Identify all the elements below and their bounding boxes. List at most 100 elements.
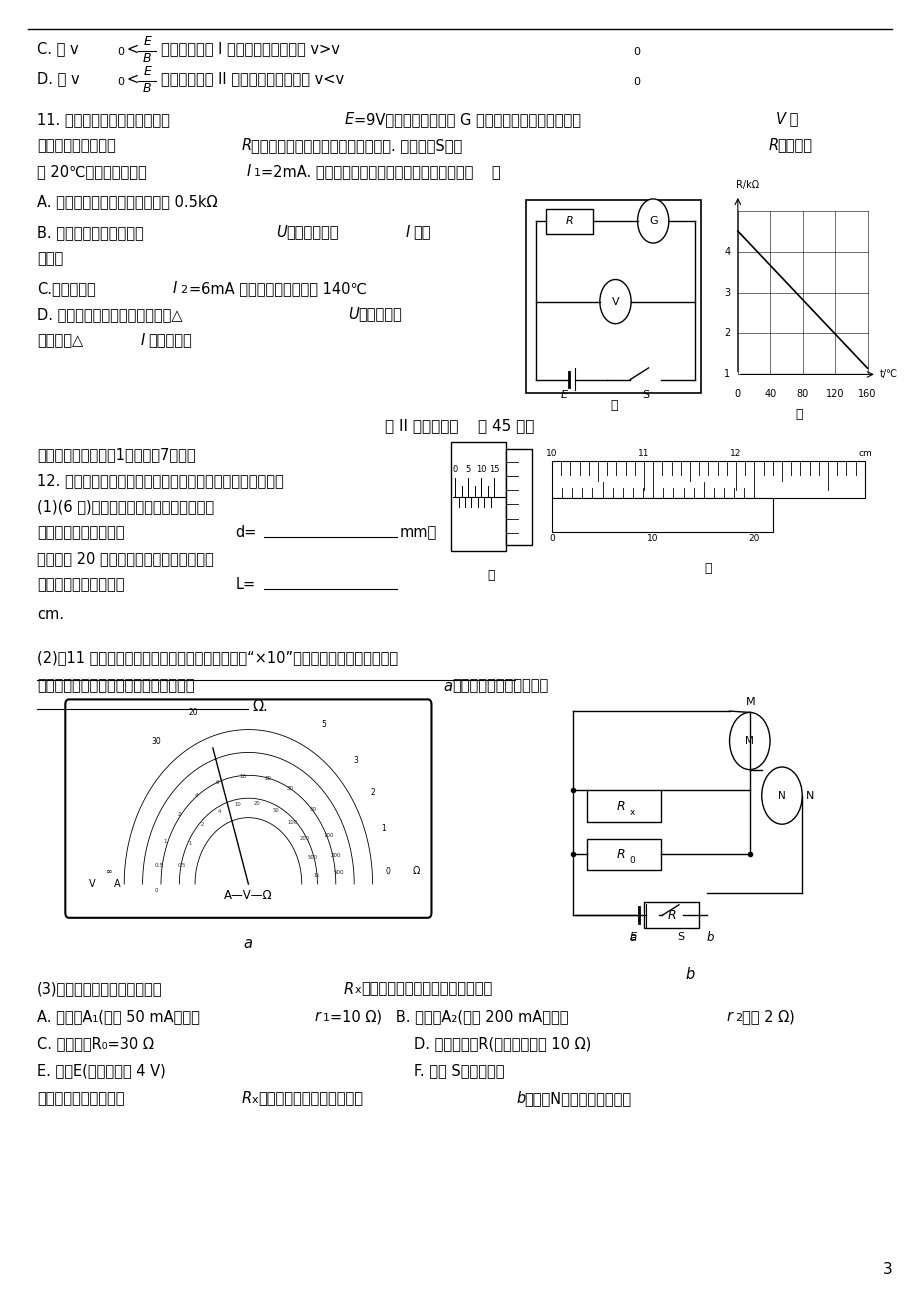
- Text: b: b: [516, 1091, 525, 1106]
- Text: 10: 10: [239, 774, 246, 779]
- Text: D. 温度升高时电压表示数变化量△: D. 温度升高时电压表示数变化量△: [37, 307, 182, 322]
- Text: 0: 0: [452, 465, 458, 474]
- Text: D. 滑动变陀器R(最大陀値约为 10 Ω): D. 滑动变陀器R(最大陀値约为 10 Ω): [414, 1036, 591, 1052]
- Text: F. 开关 S、导线若干: F. 开关 S、导线若干: [414, 1063, 504, 1079]
- Text: I: I: [246, 164, 251, 179]
- Text: 0: 0: [632, 77, 640, 87]
- FancyBboxPatch shape: [65, 699, 431, 918]
- Text: B. 温度升高时电压表示数: B. 温度升高时电压表示数: [37, 225, 148, 240]
- Text: E: E: [345, 112, 354, 127]
- Text: 0: 0: [117, 77, 124, 87]
- Text: 该同学设计了测量电陀: 该同学设计了测量电陀: [37, 1091, 124, 1106]
- Text: 500: 500: [334, 870, 344, 875]
- Text: 100: 100: [287, 820, 297, 826]
- Text: E: E: [143, 65, 151, 78]
- Text: 0: 0: [117, 47, 124, 57]
- Circle shape: [761, 767, 801, 824]
- Text: 于 20℃时，电流表示数: 于 20℃时，电流表示数: [37, 164, 146, 179]
- Text: 4: 4: [217, 809, 221, 814]
- Text: =10 Ω)   B. 电流表A₂(量程 200 mA、内陀: =10 Ω) B. 电流表A₂(量程 200 mA、内陀: [330, 1009, 568, 1024]
- Text: 20: 20: [748, 534, 759, 543]
- Text: 15: 15: [488, 465, 499, 474]
- Text: 0: 0: [154, 888, 158, 893]
- Text: V: V: [611, 296, 618, 307]
- Text: R: R: [616, 848, 625, 861]
- Bar: [526, 200, 700, 393]
- Circle shape: [637, 199, 668, 243]
- Text: 约为 2 Ω): 约为 2 Ω): [742, 1009, 794, 1024]
- Text: N: N: [805, 790, 813, 801]
- Text: x: x: [629, 809, 634, 816]
- Text: 的一种实验电路原理图如图: 的一种实验电路原理图如图: [258, 1091, 363, 1106]
- Text: R: R: [242, 1091, 252, 1106]
- Text: (2)（11 分）用多用电表粗测该元件的电陀，选用“×10”倍率的欧姆挡后，应先进行: (2)（11 分）用多用电表粗测该元件的电陀，选用“×10”倍率的欧姆挡后，应先…: [37, 650, 398, 666]
- Text: (3)为了精确测得上述待测电陀: (3)为了精确测得上述待测电陀: [37, 982, 162, 997]
- Text: 0.5: 0.5: [177, 863, 187, 867]
- Text: 0: 0: [549, 534, 554, 543]
- Text: C.电流表示数: C.电流表示数: [37, 281, 96, 296]
- Text: 1k: 1k: [313, 874, 320, 879]
- Text: B: B: [142, 52, 152, 65]
- Text: 4: 4: [195, 793, 199, 798]
- Text: <: <: [126, 42, 138, 57]
- Text: E: E: [629, 932, 636, 942]
- Bar: [551, 462, 864, 498]
- Text: 的陀値，实验室提供了如下器材：: 的陀値，实验室提供了如下器材：: [361, 982, 493, 997]
- Text: a: a: [244, 936, 253, 952]
- Text: 120: 120: [825, 389, 844, 399]
- Bar: [643, 902, 698, 928]
- Text: 0: 0: [734, 389, 740, 399]
- Text: 2: 2: [723, 329, 730, 338]
- Text: 2: 2: [370, 788, 375, 797]
- Bar: [586, 838, 660, 870]
- Text: 的比値不变: 的比値不变: [148, 333, 192, 348]
- Text: D. 若 v: D. 若 v: [37, 72, 79, 87]
- Text: E. 电源E(电动势约为 4 V): E. 电源E(电动势约为 4 V): [37, 1063, 165, 1079]
- Text: 1: 1: [188, 841, 192, 845]
- Text: A—V—Ω: A—V—Ω: [224, 889, 272, 902]
- Text: 5: 5: [321, 720, 325, 729]
- Text: N: N: [777, 790, 785, 801]
- Text: 乙: 乙: [795, 408, 802, 421]
- Text: 20: 20: [265, 776, 272, 781]
- Text: 11. 如图甲所示，电源的电动势: 11. 如图甲所示，电源的电动势: [37, 112, 169, 127]
- Text: 100: 100: [323, 833, 334, 837]
- Text: 11: 11: [638, 448, 649, 458]
- Text: S: S: [676, 932, 684, 942]
- Text: 2: 2: [177, 812, 181, 818]
- Text: 5: 5: [465, 465, 471, 474]
- Text: 3: 3: [723, 287, 730, 298]
- Text: Ω: Ω: [413, 866, 420, 876]
- Bar: [586, 790, 660, 822]
- Text: t/℃: t/℃: [879, 369, 897, 380]
- Text: b: b: [706, 931, 713, 944]
- Text: 2: 2: [180, 285, 187, 295]
- Text: 200: 200: [299, 836, 309, 841]
- Text: 10: 10: [475, 465, 486, 474]
- Text: R/kΩ: R/kΩ: [735, 179, 758, 190]
- Text: mm；: mm；: [399, 525, 436, 541]
- Text: S: S: [641, 390, 649, 400]
- Text: 1: 1: [323, 1013, 330, 1023]
- Text: 的温度等: 的温度等: [777, 138, 811, 153]
- Text: E: E: [143, 35, 151, 48]
- Text: A. 电流表A₁(量程 50 mA、内陀: A. 电流表A₁(量程 50 mA、内陀: [37, 1009, 199, 1024]
- Text: 的陀値随温度的变化关系如图乙所示. 闭合开关S，当: 的陀値随温度的变化关系如图乙所示. 闭合开关S，当: [251, 138, 462, 153]
- Text: 1: 1: [254, 168, 261, 178]
- Text: Ω.: Ω.: [252, 699, 267, 715]
- Text: 50: 50: [272, 807, 278, 812]
- Text: R: R: [242, 138, 252, 153]
- Text: B: B: [142, 82, 152, 95]
- Text: 10: 10: [546, 448, 557, 458]
- Text: L=: L=: [235, 577, 255, 593]
- Text: V: V: [775, 112, 785, 127]
- Text: 与电流表示: 与电流表示: [357, 307, 402, 322]
- Text: 0: 0: [632, 47, 640, 57]
- Text: 20: 20: [187, 707, 198, 716]
- Text: 20: 20: [254, 802, 260, 806]
- Text: cm: cm: [857, 448, 871, 458]
- Text: 12. 某同学为测定某柱形电子元件的电陀率，先做如下测量：: 12. 某同学为测定某柱形电子元件的电陀率，先做如下测量：: [37, 473, 283, 489]
- Text: =2mA. 根据以上信息判断，下列说法正确的是（    ）: =2mA. 根据以上信息判断，下列说法正确的是（ ）: [261, 164, 500, 179]
- Text: C. 定値电陀R₀=30 Ω: C. 定値电陀R₀=30 Ω: [37, 1036, 153, 1052]
- Text: E: E: [560, 390, 567, 400]
